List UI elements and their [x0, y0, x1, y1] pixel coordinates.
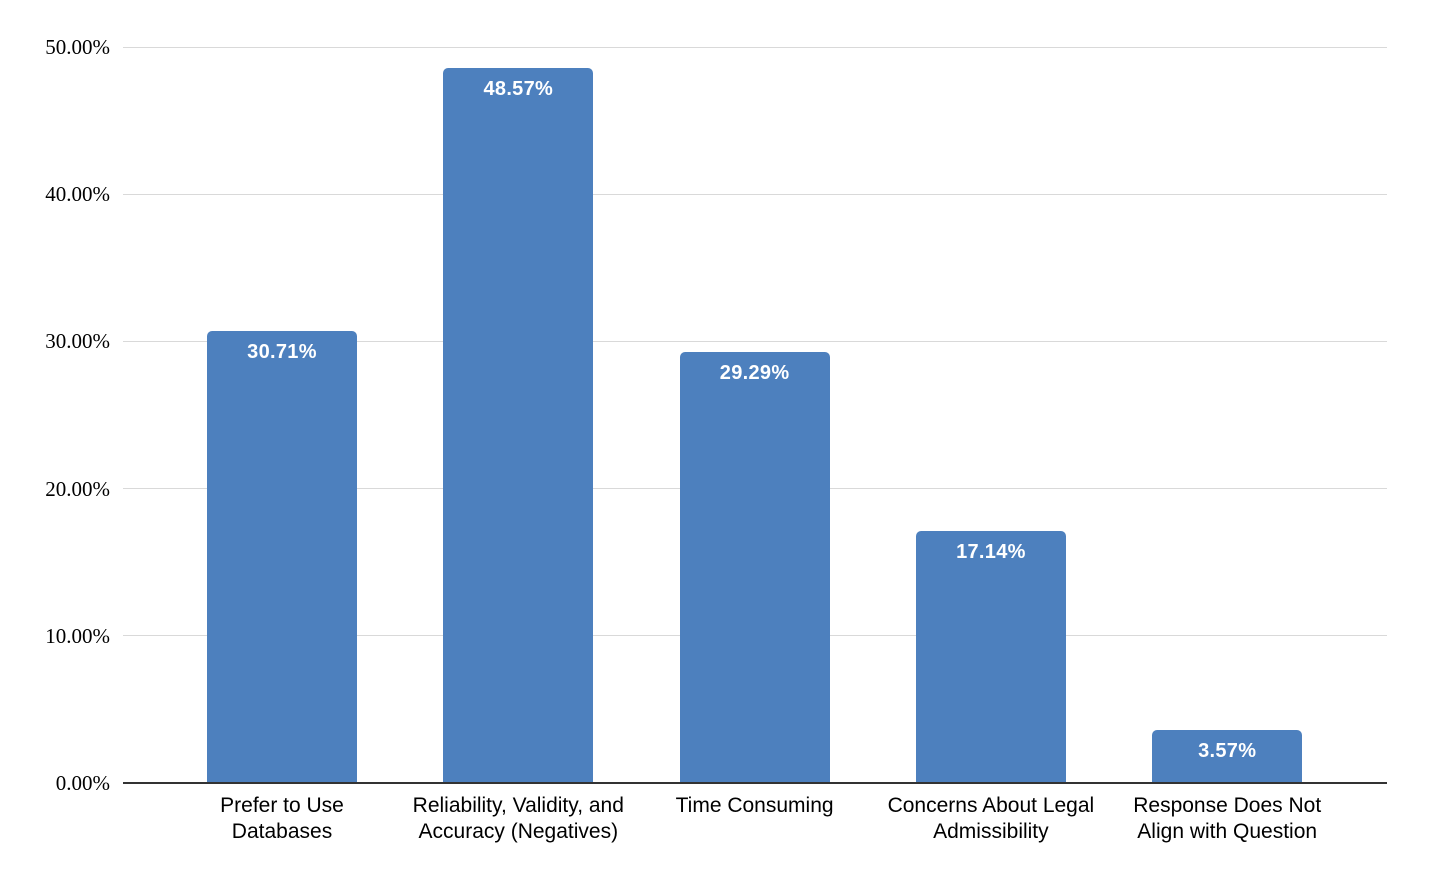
- bar: 29.29%: [679, 351, 830, 783]
- y-axis-tick-label: 50.00%: [45, 35, 110, 59]
- category-label: Response Does Not Align with Question: [1133, 794, 1322, 843]
- bar-value-label: 29.29%: [719, 361, 790, 384]
- bar-value-label: 48.57%: [483, 78, 554, 101]
- bar: 48.57%: [443, 68, 594, 783]
- y-axis-tick-label: 20.00%: [45, 476, 110, 501]
- x-axis-line: [123, 782, 1387, 784]
- bar: 30.71%: [207, 330, 357, 783]
- bar: 17.14%: [915, 530, 1066, 783]
- category-label: Concerns About Legal Admissibility: [887, 794, 1095, 843]
- category-label: Time Consuming: [675, 794, 834, 817]
- y-axis-tick-label: 10.00%: [45, 623, 110, 648]
- gridline: [123, 46, 1387, 48]
- y-axis-tick-label: 0.00%: [55, 771, 110, 795]
- bar-value-label: 3.57%: [1198, 740, 1257, 763]
- gridline: [123, 193, 1387, 195]
- bar: 3.57%: [1152, 730, 1303, 783]
- category-label: Prefer to Use Databases: [220, 794, 344, 843]
- y-axis-tick-label: 40.00%: [45, 182, 110, 207]
- y-axis-tick-label: 30.00%: [45, 329, 110, 354]
- bar-value-label: 17.14%: [956, 540, 1026, 563]
- bar-value-label: 30.71%: [247, 340, 317, 363]
- category-label: Reliability, Validity, and Accuracy (Neg…: [412, 794, 624, 843]
- gridline: [123, 340, 1387, 342]
